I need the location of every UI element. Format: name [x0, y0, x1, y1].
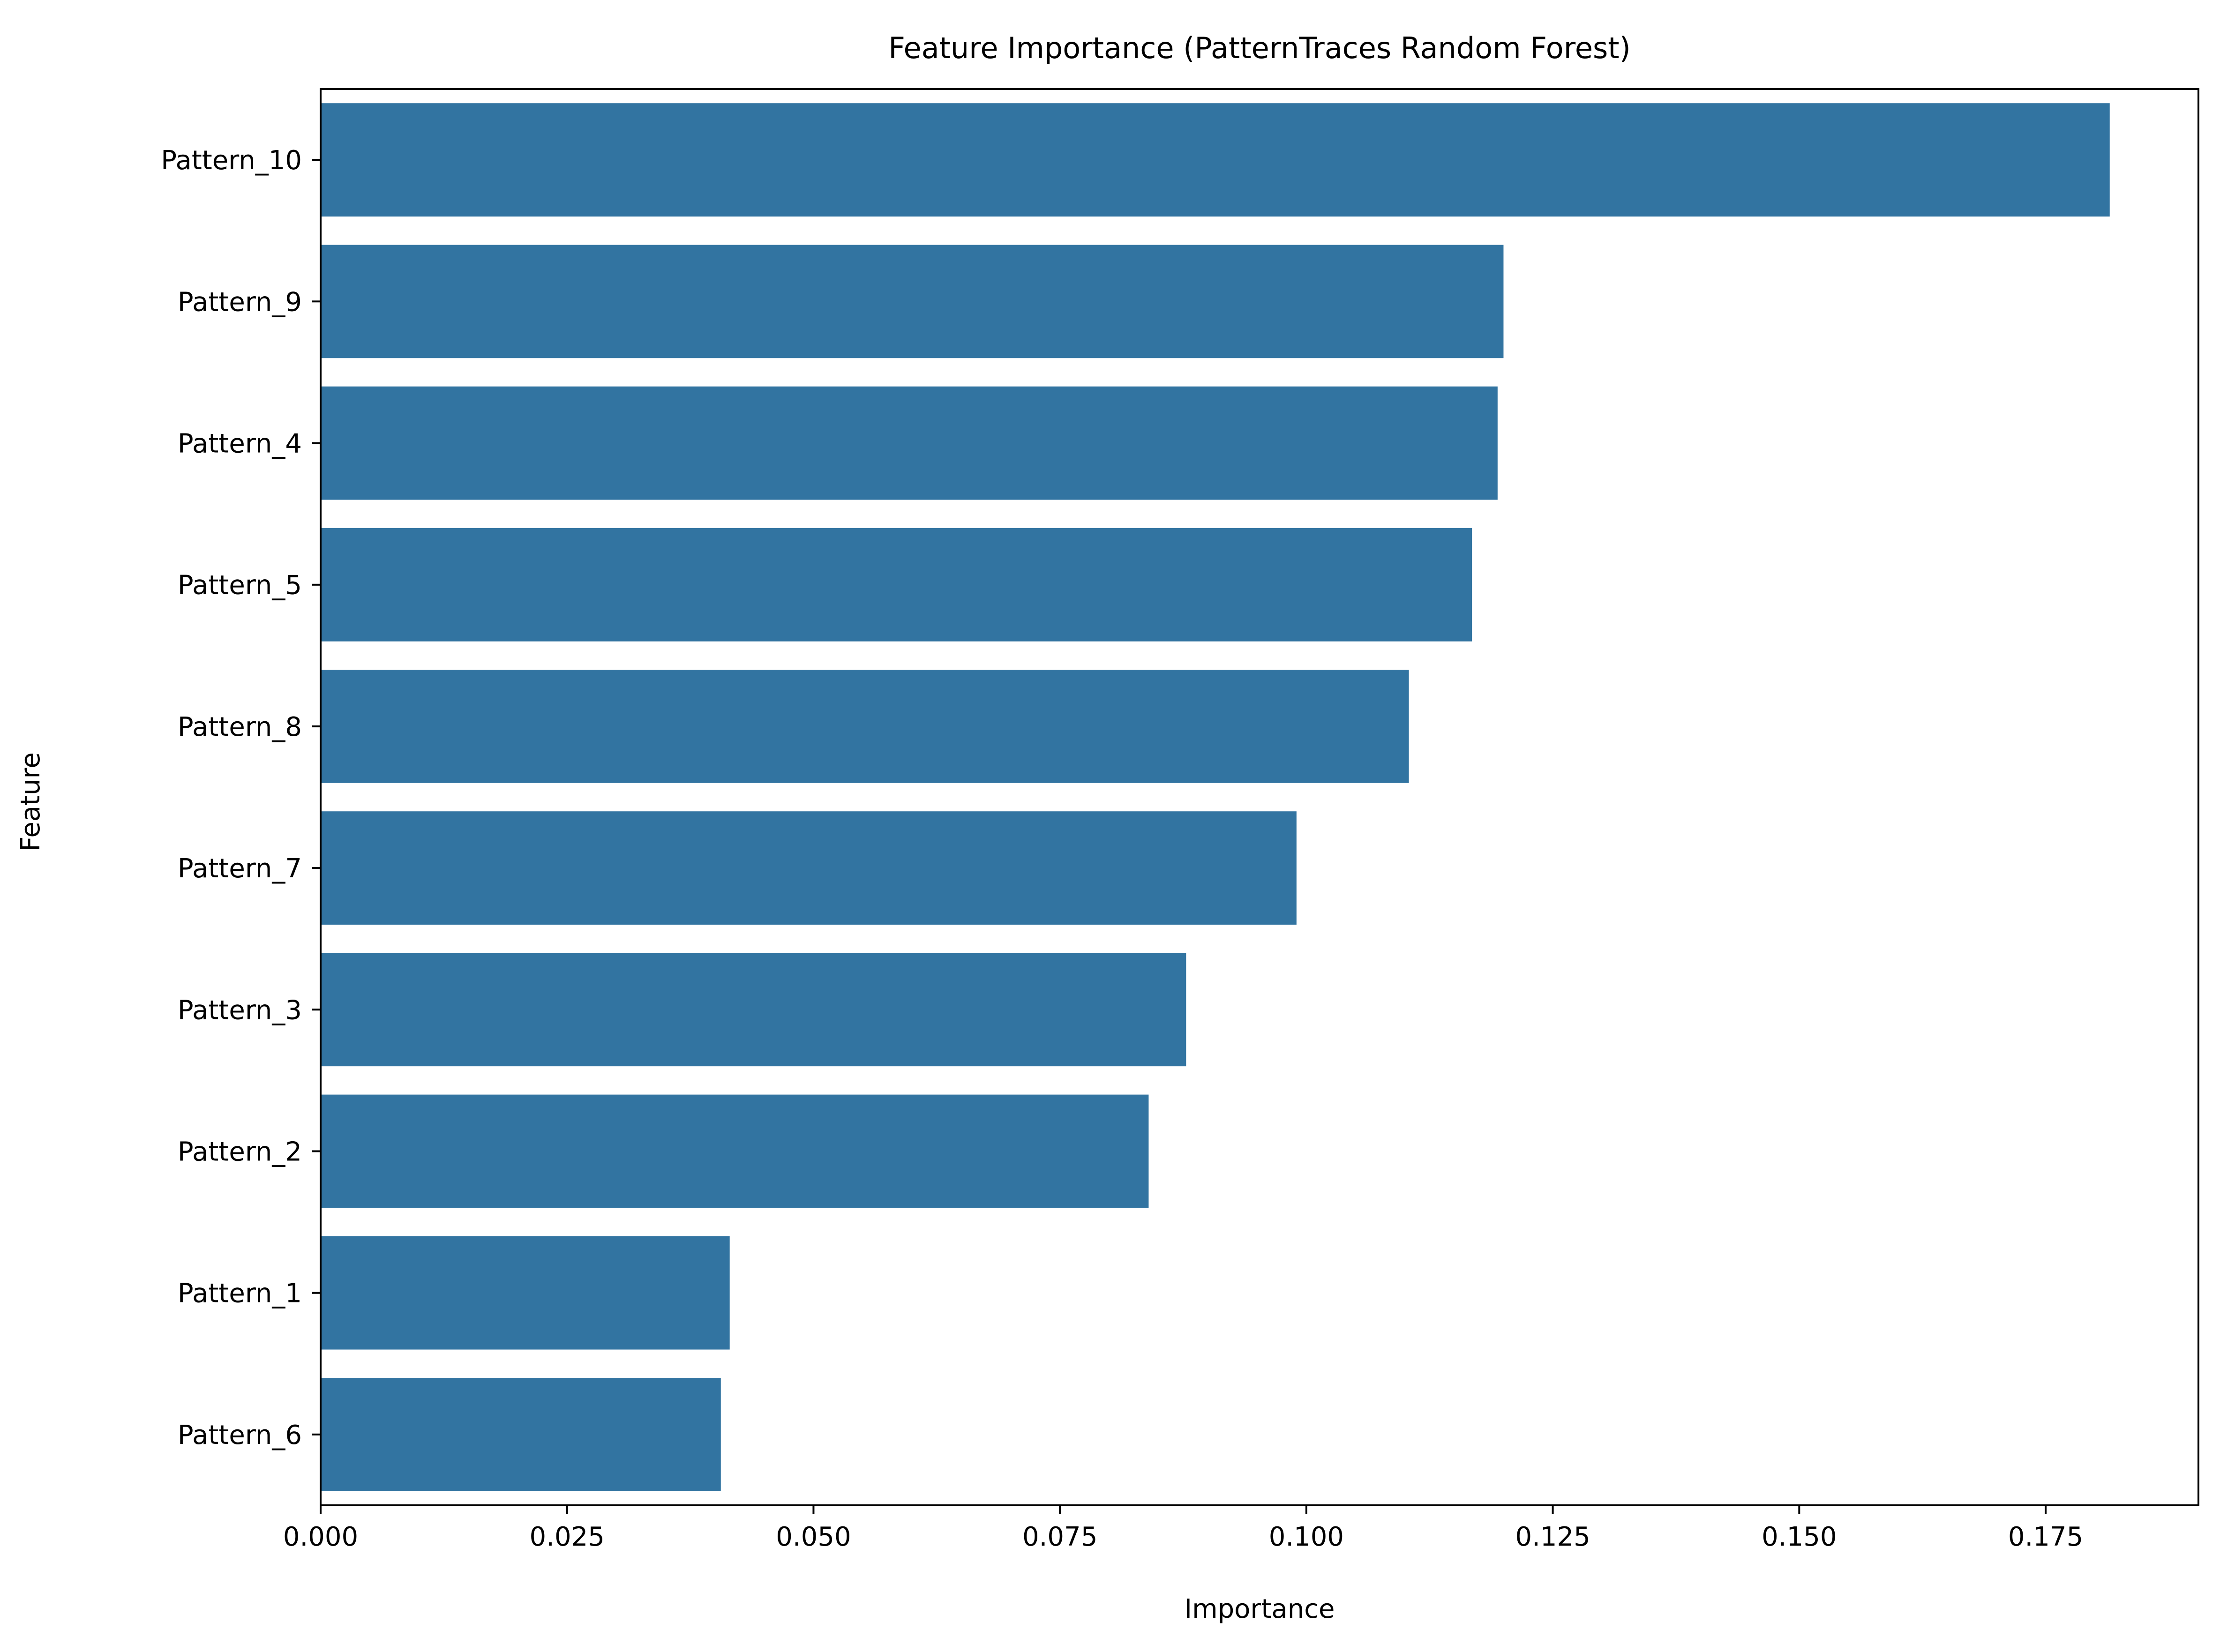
x-tick-label-0: 0.000	[283, 1522, 358, 1552]
bar-pattern-8	[321, 670, 1409, 783]
y-tick-label-pattern-10: Pattern_10	[161, 145, 302, 176]
y-tick-label-pattern-5: Pattern_5	[178, 570, 302, 601]
x-axis-label: Importance	[1185, 1594, 1335, 1624]
bar-pattern-4	[321, 386, 1498, 500]
y-tick-label-pattern-2: Pattern_2	[178, 1137, 302, 1167]
x-tick-label-6: 0.150	[1762, 1522, 1837, 1552]
x-tick-label-4: 0.100	[1269, 1522, 1344, 1552]
x-tick-label-3: 0.075	[1022, 1522, 1097, 1552]
bar-pattern-10	[321, 103, 2110, 217]
y-tick-label-pattern-4: Pattern_4	[178, 429, 302, 459]
y-tick-label-pattern-7: Pattern_7	[178, 853, 302, 884]
y-tick-label-pattern-8: Pattern_8	[178, 712, 302, 742]
bar-pattern-1	[321, 1236, 730, 1350]
bar-pattern-9	[321, 245, 1504, 359]
y-axis-label: Feature	[15, 752, 46, 852]
x-tick-label-1: 0.025	[530, 1522, 605, 1552]
axes-frame	[320, 88, 2199, 1506]
bar-pattern-6	[321, 1378, 721, 1491]
x-tick-label-5: 0.125	[1515, 1522, 1590, 1552]
y-tick-label-pattern-1: Pattern_1	[178, 1278, 302, 1309]
bar-pattern-3	[321, 953, 1186, 1067]
x-axis-ticks: 0.000 0.025 0.050 0.075 0.100 0.125 0.150 0.175	[283, 1505, 2083, 1552]
plot-area: Pattern_10 Pattern_9 Pattern_4 Pattern_5 Pat…	[161, 88, 2199, 1552]
y-tick-label-pattern-9: Pattern_9	[178, 287, 302, 317]
x-tick-label-7: 0.175	[2008, 1522, 2083, 1552]
bar-pattern-7	[321, 811, 1297, 925]
y-tick-label-pattern-3: Pattern_3	[178, 995, 302, 1025]
chart-title: Feature Importance (PatternTraces Random…	[888, 31, 1631, 65]
y-axis-ticks: Pattern_10 Pattern_9 Pattern_4 Pattern_5 Pat…	[161, 145, 321, 1450]
bars-group	[321, 103, 2110, 1491]
bar-pattern-2	[321, 1094, 1149, 1208]
x-tick-label-2: 0.050	[776, 1522, 851, 1552]
bar-pattern-5	[321, 528, 1472, 642]
y-tick-label-pattern-6: Pattern_6	[178, 1420, 302, 1450]
